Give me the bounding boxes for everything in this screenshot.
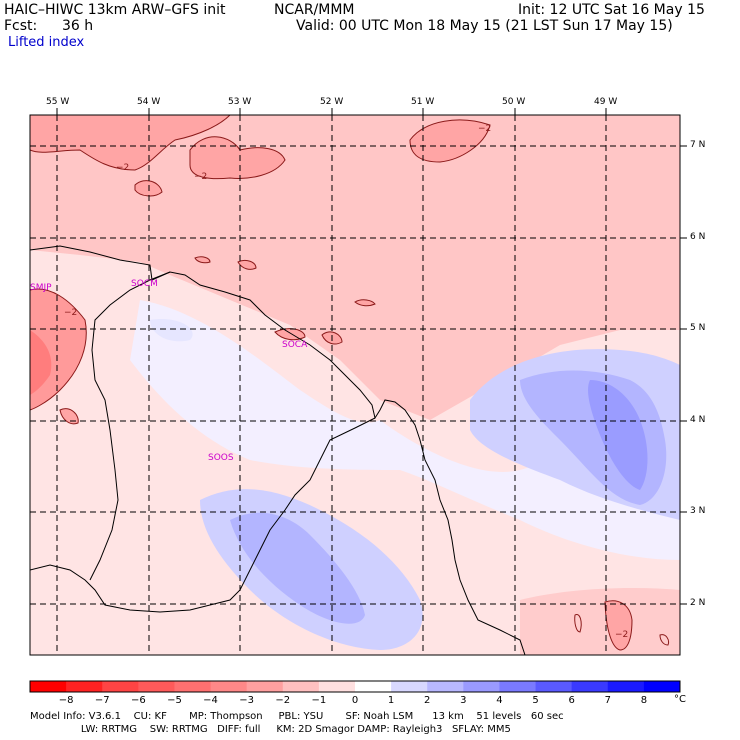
contour-label: −2 (615, 630, 629, 640)
colorbar-tick-label: −8 (58, 695, 74, 706)
colorbar-tick-label: 7 (604, 695, 611, 706)
latlon-grid (30, 115, 680, 655)
colorbar-swatch (427, 681, 464, 692)
lon-label: 50 W (502, 97, 526, 107)
lifted-index-field (30, 115, 680, 655)
colorbar-tick-label: 1 (387, 695, 395, 706)
colorbar-tick-label: 5 (532, 695, 539, 706)
lon-label: 55 W (46, 97, 70, 107)
borders (30, 245, 526, 655)
contour-label: −2 (64, 308, 78, 318)
border-south (30, 417, 376, 613)
colorbar-swatch (391, 681, 428, 692)
model-info-line2: LW: RRTMG SW: RRTMG DIFF: full KM: 2D Sm… (30, 724, 511, 735)
colorbar-tick-label: 8 (640, 695, 648, 706)
colorbar-swatch (643, 681, 681, 692)
contour-label: −2 (478, 124, 492, 134)
contour-label: −2 (194, 172, 208, 182)
forecast-hour: 36 h (62, 18, 94, 34)
colorbar-swatch (571, 681, 609, 692)
station-label: SOCM (131, 279, 158, 289)
lat-label: 3 N (690, 506, 706, 516)
station-label: SMJP (30, 283, 52, 293)
colorbar-swatch (66, 681, 103, 692)
border-west (89, 271, 171, 581)
station-label: SOOS (208, 453, 234, 463)
colorbar-tick-label: −4 (203, 695, 218, 706)
map-frame (29, 114, 681, 656)
colorbar-swatch (355, 681, 392, 692)
field-red-north (30, 115, 230, 170)
field-blue-south-core (230, 512, 365, 624)
field-blue-east-max (588, 380, 648, 490)
model-title: HAIC–HIWC 13km ARW–GFS init (4, 2, 226, 18)
lat-label: 2 N (690, 598, 706, 608)
colorbar-tick-label: 2 (424, 695, 431, 706)
model-info-line1: Model Info: V3.6.1 CU: KF MP: Thompson P… (30, 711, 564, 722)
colorbar-tick-label: −1 (311, 695, 327, 706)
lat-label: 7 N (690, 140, 706, 150)
colorbar-swatch (535, 681, 573, 692)
init-time: Init: 12 UTC Sat 16 May 15 (518, 2, 705, 18)
colorbar-swatch (174, 681, 212, 692)
colorbar-swatch (102, 681, 139, 692)
colorbar-swatch (607, 681, 645, 692)
field-name: Lifted index (8, 35, 85, 50)
colorbar-tick-label: −2 (275, 695, 291, 706)
colorbar-swatch (246, 681, 284, 692)
lon-label: 49 W (594, 97, 618, 107)
station-label: SOCA (282, 340, 308, 350)
org-label: NCAR/MMM (274, 2, 355, 18)
colorbar-tick-label: −5 (167, 695, 182, 706)
valid-time: Valid: 00 UTC Mon 18 May 15 (21 LST Sun … (296, 18, 673, 34)
colorbar-tick-label: 0 (351, 695, 359, 706)
contours (30, 115, 669, 651)
colorbar (29, 680, 681, 693)
colorbar-swatch (138, 681, 175, 692)
forecast-label: Fcst: (4, 18, 38, 34)
colorbar-unit: °C (674, 694, 686, 705)
colorbar-tick-label: −7 (94, 695, 110, 706)
colorbar-tick-label: 6 (568, 695, 575, 706)
lon-label: 52 W (320, 97, 344, 107)
lat-label: 6 N (690, 232, 706, 242)
lon-label: 53 W (228, 97, 252, 107)
lon-label: 54 W (137, 97, 161, 107)
lat-label: 5 N (690, 323, 706, 333)
colorbar-tick-label: 3 (460, 695, 467, 706)
colorbar-swatch (30, 681, 67, 692)
colorbar-tick-label: 4 (496, 695, 503, 706)
colorbar-swatch (318, 681, 356, 692)
contour-label: −2 (116, 163, 130, 173)
colorbar-tick-label: −6 (130, 695, 146, 706)
colorbar-swatch (499, 681, 537, 692)
lat-label: 4 N (690, 415, 706, 425)
colorbar-swatch (282, 681, 320, 692)
field-neutral (130, 300, 680, 560)
colorbar-tick-label: −3 (239, 695, 255, 706)
colorbar-swatch (210, 681, 248, 692)
lon-label: 51 W (411, 97, 435, 107)
colorbar-swatch (463, 681, 500, 692)
